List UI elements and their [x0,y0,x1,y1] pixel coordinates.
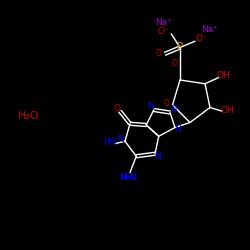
Text: N: N [170,106,177,114]
Text: O: O [156,49,162,58]
Text: O⁻: O⁻ [196,34,207,43]
Text: Na⁺: Na⁺ [155,18,172,27]
Text: NH₂: NH₂ [119,173,136,182]
Text: N: N [116,136,123,144]
Text: O⁻: O⁻ [158,27,170,36]
Text: Na⁺: Na⁺ [202,26,218,35]
Text: N: N [146,102,154,112]
Text: OH: OH [221,106,234,115]
Text: H₂N: H₂N [120,173,137,182]
Text: O: O [114,104,121,113]
Text: O: O [172,59,177,68]
Text: P: P [177,42,183,52]
Text: N: N [154,152,161,161]
Text: N: N [174,126,181,134]
Text: OH: OH [217,71,230,80]
Text: O: O [164,99,170,108]
Text: H₂O: H₂O [18,111,40,121]
Text: HN: HN [103,138,117,147]
